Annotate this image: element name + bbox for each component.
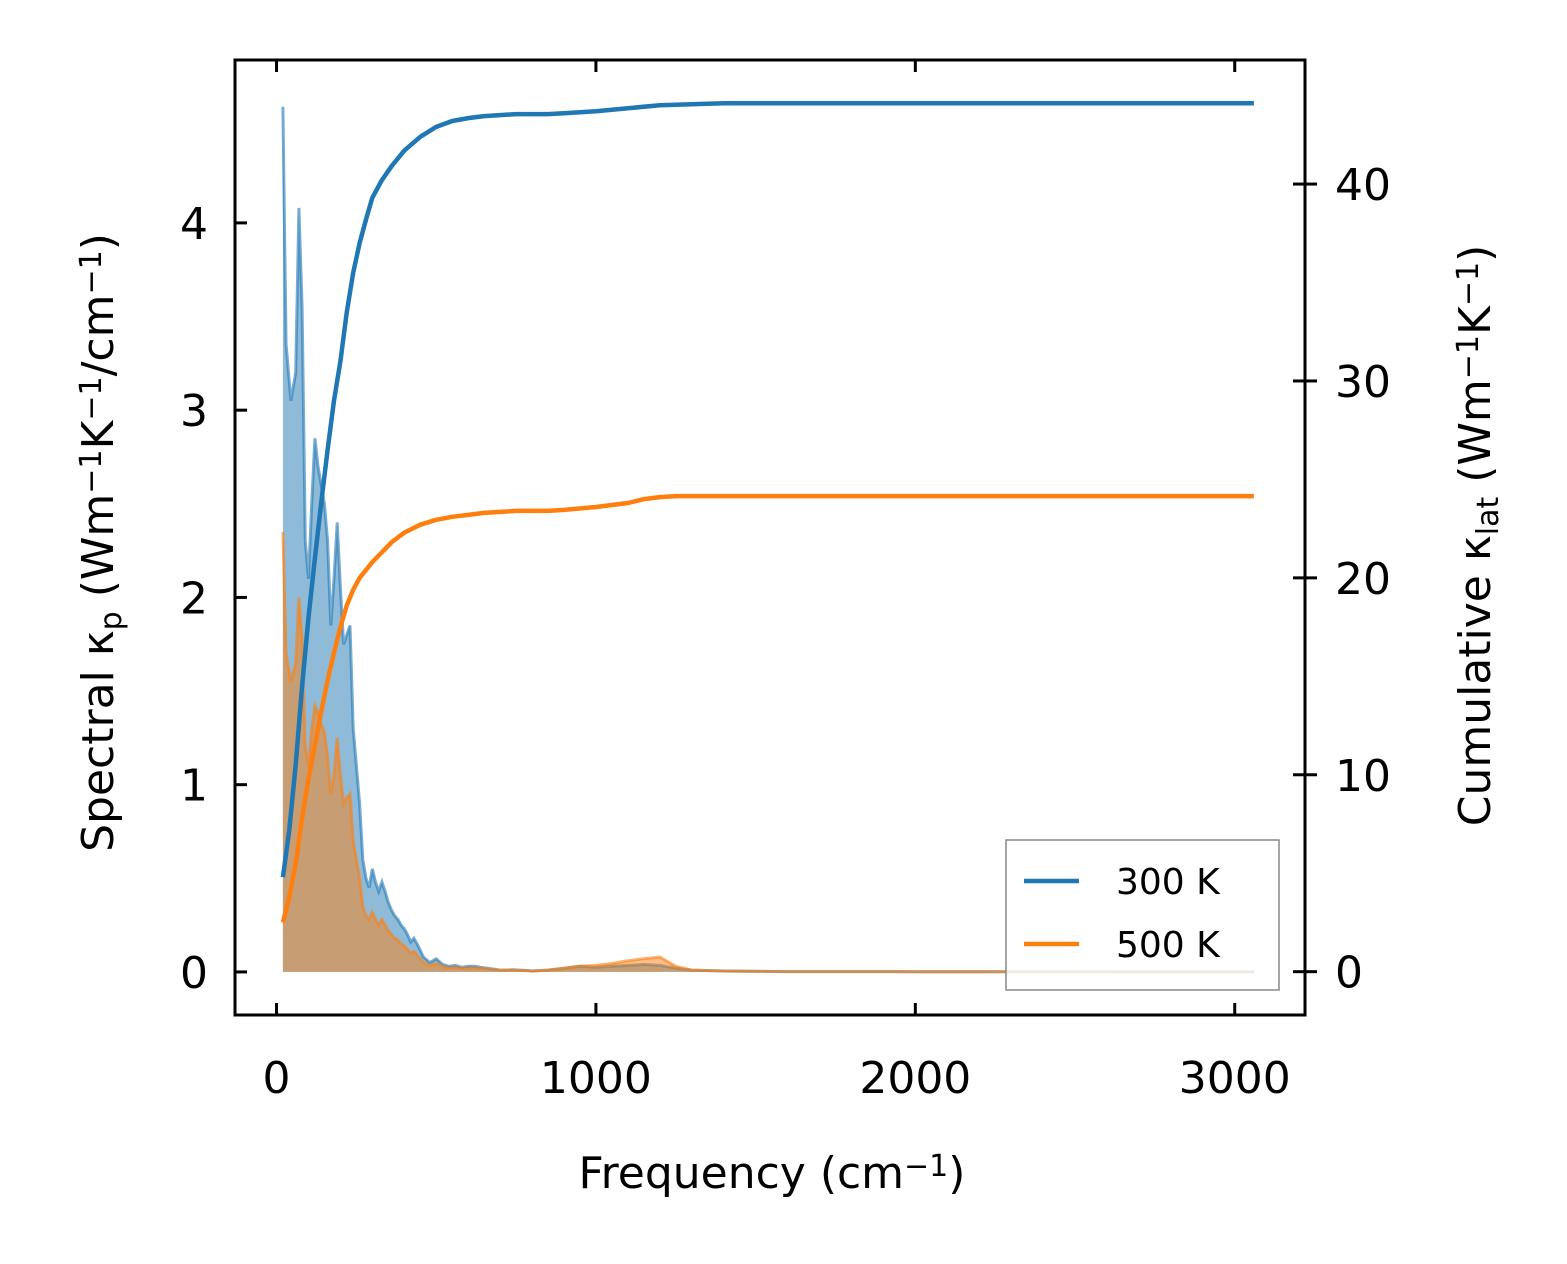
y-right-tick-label: 10 (1335, 751, 1391, 802)
legend-label-300-k: 300 K (1116, 862, 1221, 903)
y-left-tick-label: 2 (180, 573, 208, 624)
y-right-tick-label: 20 (1335, 554, 1391, 605)
line-layer (280, 101, 1254, 924)
axes-layer (233, 58, 1307, 1017)
legend-label-500-k: 500 K (1116, 925, 1221, 966)
cumulative-line-500-k (280, 493, 1254, 924)
cumulative-line-300-k (280, 101, 1254, 878)
spectral-line-500-k (281, 531, 1254, 974)
y-right-tick-label: 40 (1335, 160, 1391, 211)
legend: 300 K 500 K (1005, 839, 1280, 991)
x-axis-label: Frequency (cm−1) (579, 1148, 966, 1199)
y-right-tick-label: 0 (1335, 948, 1363, 999)
spectral-area-500-k (282, 531, 1254, 972)
y-left-axis-label: Spectral κp (Wm−1K−1/cm−1) (73, 233, 129, 852)
x-tick-label: 0 (263, 1053, 291, 1104)
plot-frame (233, 58, 1307, 1017)
x-tick-label: 2000 (859, 1053, 971, 1104)
x-tick-label: 1000 (540, 1053, 652, 1104)
y-right-tick-label: 30 (1335, 357, 1391, 408)
y-left-tick-label: 4 (180, 199, 208, 250)
y-left-tick-label: 0 (180, 948, 208, 999)
legend-box (1005, 839, 1280, 991)
y-right-axis-label: Cumulative κlat (Wm−1K−1) (1450, 245, 1506, 827)
label-layer: Frequency (cm−1) Spectral κp (Wm−1K−1/cm−… (73, 233, 1506, 1199)
x-tick-label: 3000 (1179, 1053, 1291, 1104)
y-left-tick-label: 3 (180, 386, 208, 437)
y-left-tick-label: 1 (180, 761, 208, 812)
spectral-fill-layer (281, 106, 1254, 974)
